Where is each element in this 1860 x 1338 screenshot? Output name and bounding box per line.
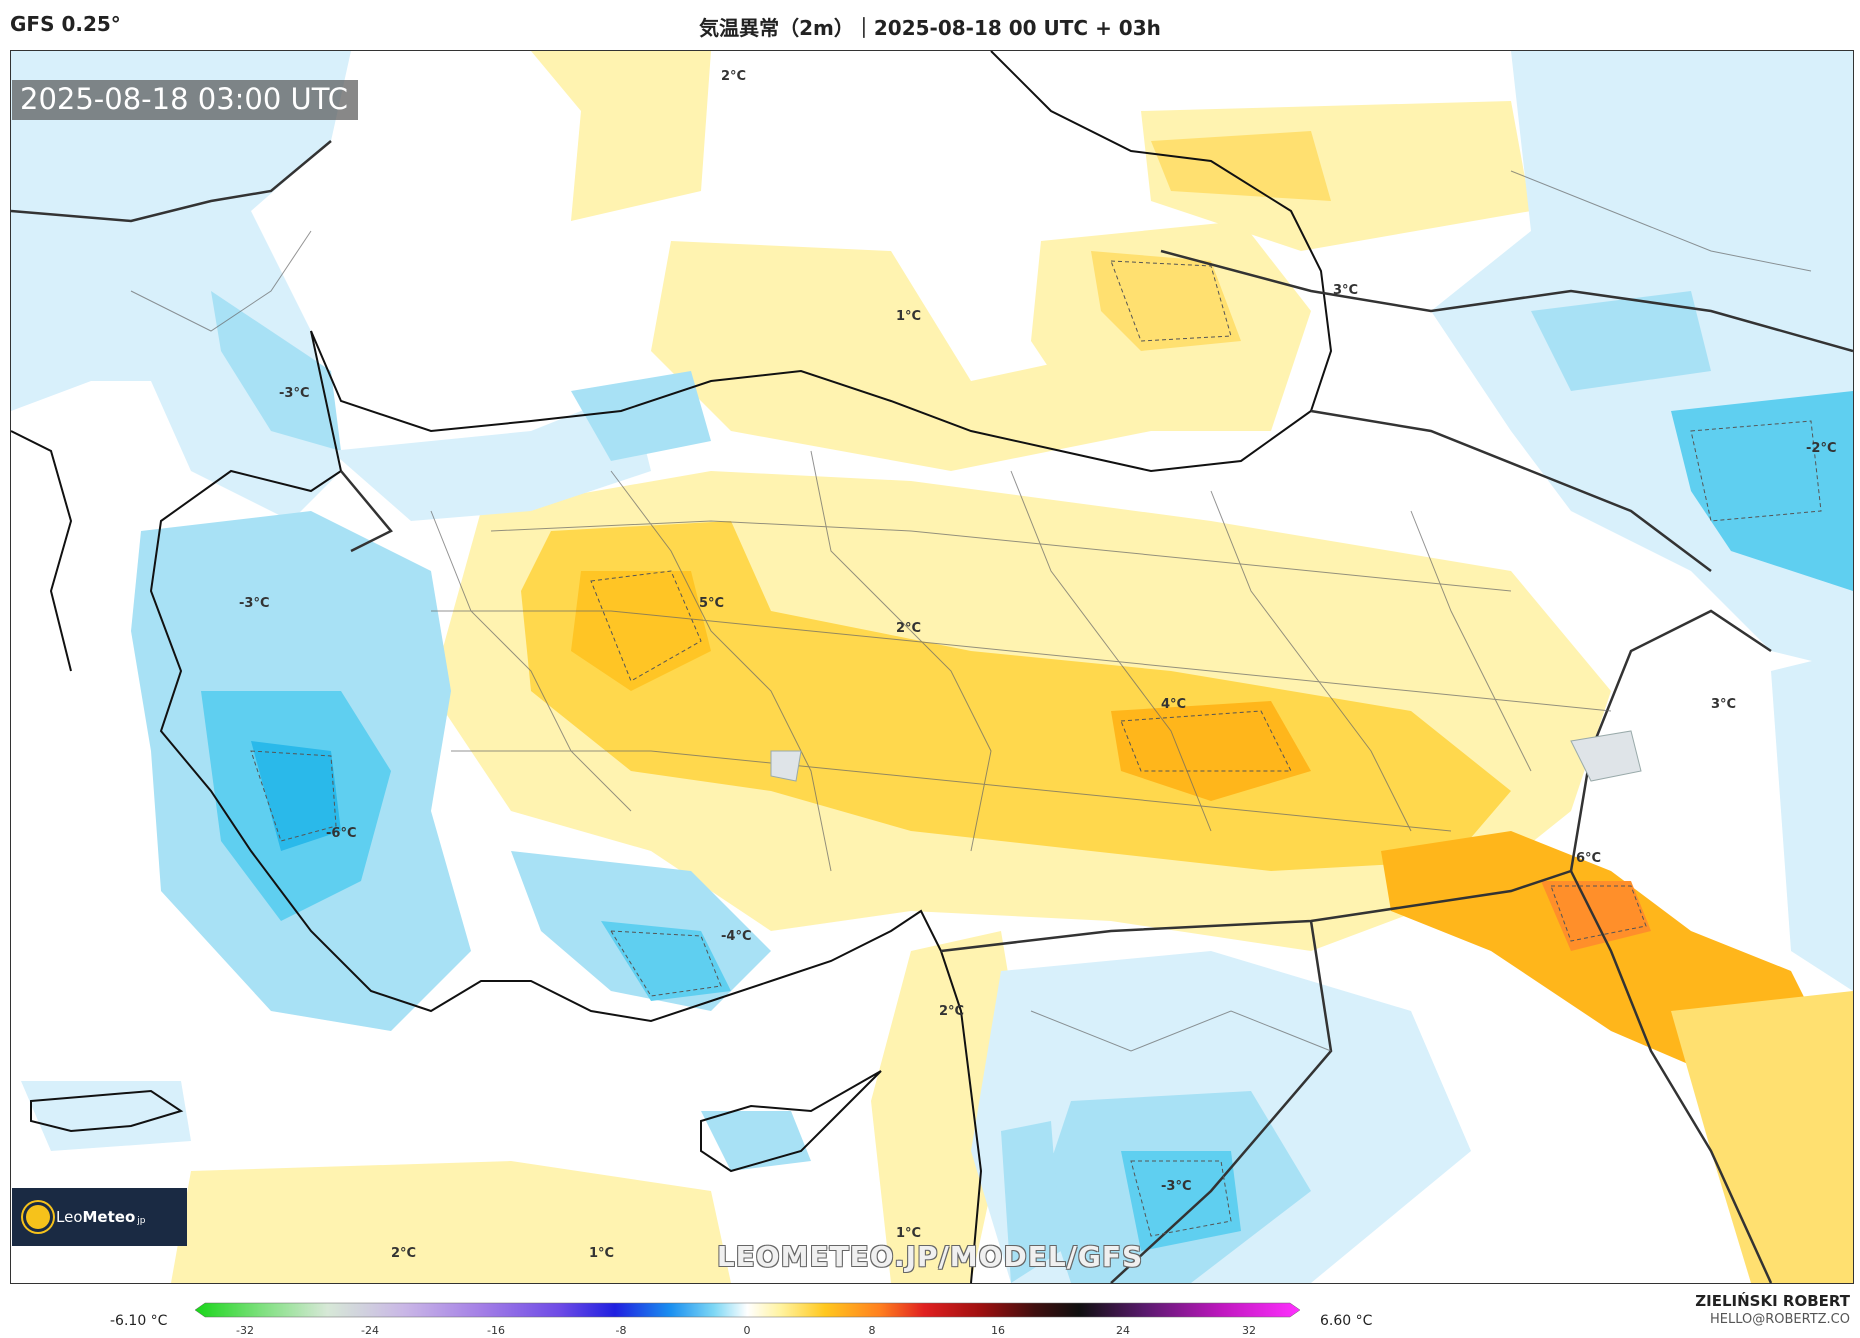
cyprus-island <box>700 1070 882 1173</box>
legend-tick: 0 <box>743 1324 751 1337</box>
cold-anomaly-aegean-max <box>251 741 341 851</box>
legend-tick: -24 <box>361 1324 379 1337</box>
warm-anomaly-core-east <box>1111 701 1311 801</box>
logo-suffix: jp <box>137 1216 146 1226</box>
warm-anomaly-core-west <box>571 571 711 691</box>
legend-tick: -32 <box>236 1324 254 1337</box>
province-lines <box>130 170 1812 1052</box>
contour-label: 2°C <box>939 1004 965 1019</box>
lakes <box>770 730 1642 782</box>
site-watermark: LEOMETEO.JP/MODEL/GFS <box>716 1240 1144 1273</box>
contour-label: 1°C <box>896 309 922 324</box>
author-credit: ZIELIŃSKI ROBERT HELLO@ROBERTZ.CO <box>1695 1292 1850 1327</box>
author-email[interactable]: HELLO@ROBERTZ.CO <box>1709 1312 1850 1327</box>
cold-anomaly-caucasus-core <box>1671 391 1853 591</box>
warm-anomaly-sw-sea <box>171 1161 731 1283</box>
anomaly-map[interactable]: 2°C 1°C 3°C -3°C -3°C 5°C 2°C 4°C 3°C -6… <box>10 50 1854 1284</box>
contour-label: 6°C <box>1576 851 1602 866</box>
contour-label: -2°C <box>1806 441 1837 456</box>
map-title: 気温異常（2m）｜2025-08-18 00 UTC + 03h <box>699 16 1161 40</box>
model-label: GFS 0.25° <box>10 12 121 36</box>
legend-tick: -16 <box>487 1324 505 1337</box>
warm-anomaly-east-sea-core <box>1091 251 1241 351</box>
crete-island <box>30 1089 184 1133</box>
contour-label: 4°C <box>1161 697 1187 712</box>
legend-tick: 32 <box>1242 1324 1256 1337</box>
coastlines <box>11 51 1333 1283</box>
legend-min-label: -6.10 °C <box>110 1313 168 1329</box>
warm-anomaly-levant <box>871 931 1021 1283</box>
cold-anomaly-caucasus-belt <box>1531 291 1711 391</box>
black-sea-south-coast <box>310 51 1333 473</box>
author-name: ZIELIŃSKI ROBERT <box>1695 1292 1850 1310</box>
legend-colorbar <box>195 1302 1300 1318</box>
contour-label: -3°C <box>239 596 270 611</box>
valid-time-badge: 2025-08-18 03:00 UTC <box>12 80 359 120</box>
contour-label: 2°C <box>896 621 922 636</box>
cold-anomaly-lebanon <box>1001 1121 1061 1283</box>
warm-anomaly-core-max <box>1541 881 1651 951</box>
warm-anomaly-east-edge <box>1671 991 1853 1283</box>
levant-coast <box>940 950 983 1283</box>
legend-tick: -8 <box>615 1324 627 1337</box>
country-borders <box>11 140 1853 1283</box>
contour-label: 5°C <box>699 596 725 611</box>
cold-anomaly-marmara <box>331 391 651 521</box>
leometeo-logo[interactable]: Leo Meteo jp <box>12 1188 187 1246</box>
logo-text-bold: Meteo <box>82 1208 136 1226</box>
logo-text: Leo <box>56 1208 83 1226</box>
contour-label: 3°C <box>1711 697 1737 712</box>
contour-label: 1°C <box>589 1246 615 1261</box>
legend-tick: 8 <box>868 1324 876 1337</box>
contour-label: -3°C <box>279 386 310 401</box>
warm-anomaly-caucasus-core <box>1151 131 1331 201</box>
legend-max-label: 6.60 °C <box>1320 1313 1373 1329</box>
contour-label: -4°C <box>721 929 752 944</box>
contour-label: 1°C <box>896 1226 922 1241</box>
legend-tick: 24 <box>1116 1324 1130 1337</box>
cold-anomaly-iran-west <box>1771 651 1853 991</box>
marmara-aegean-coast <box>149 330 942 1023</box>
cold-anomaly-thrace <box>211 291 341 451</box>
contour-label: -3°C <box>1161 1179 1192 1194</box>
cold-anomaly-antalya-core <box>601 921 731 1001</box>
contour-label: 2°C <box>721 69 747 84</box>
sun-icon <box>26 1205 50 1229</box>
legend-tick: 16 <box>991 1324 1005 1337</box>
contour-label: 3°C <box>1333 283 1359 298</box>
balkan-west-coast <box>11 430 73 672</box>
warm-anomaly-central-sea <box>651 241 1151 471</box>
contour-label: 2°C <box>391 1246 417 1261</box>
contour-label: -6°C <box>326 826 357 841</box>
cold-anomaly-syria-max <box>1121 1151 1241 1251</box>
dashed-contours <box>250 260 1822 1237</box>
warm-anomaly-black-sea <box>531 51 711 221</box>
map-canvas <box>11 51 1853 1283</box>
